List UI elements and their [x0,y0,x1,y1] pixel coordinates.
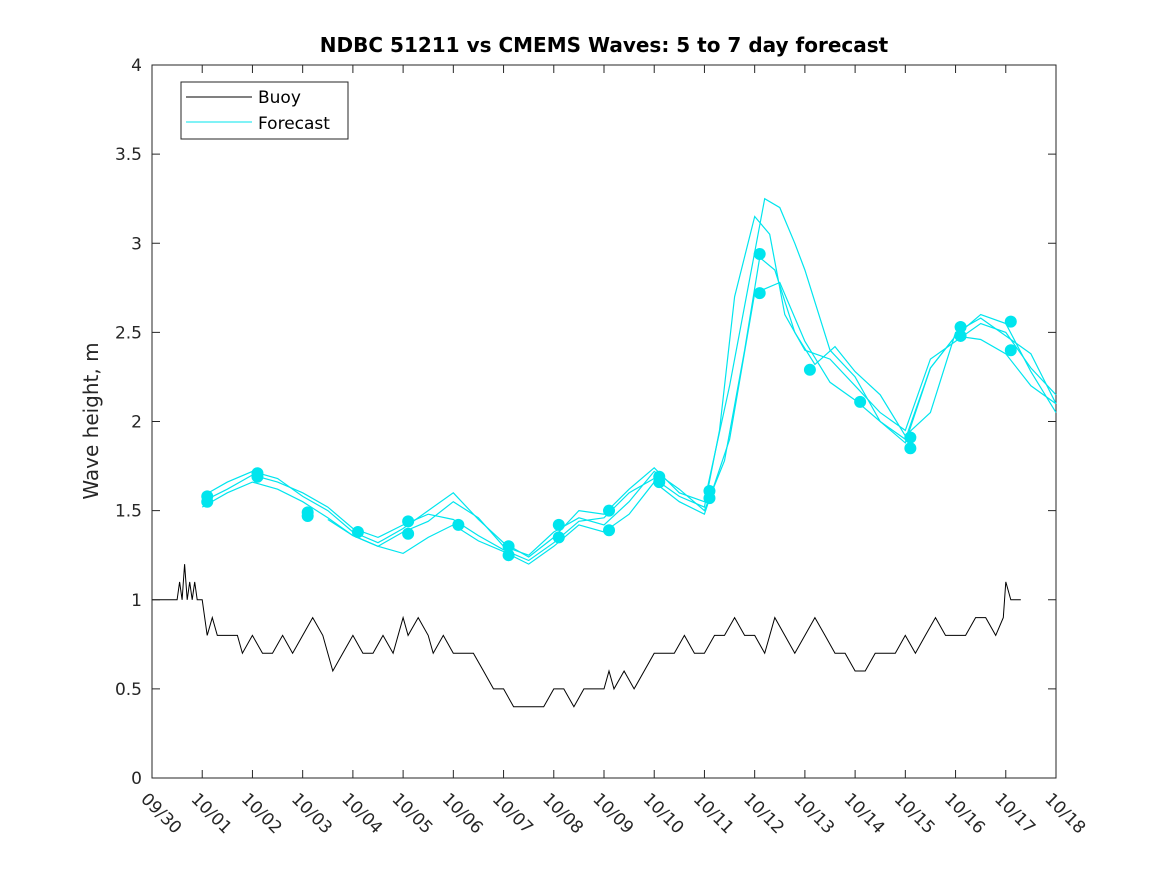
y-axis-label: Wave height, m [79,342,103,499]
legend-forecast-label: Forecast [258,114,330,134]
forecast-marker [954,321,967,334]
forecast-marker [703,492,716,505]
forecast-marker [502,540,515,553]
forecast-marker [753,287,766,300]
forecast-marker [904,442,917,455]
y-tick-label: 2 [131,413,142,433]
buoy-series-line [152,564,1021,708]
forecast-marker [502,549,515,562]
forecast-marker [603,504,616,517]
forecast-series-line-4 [327,281,1057,565]
forecast-marker [1004,344,1017,357]
y-tick-label: 2.5 [115,323,142,343]
plot-area [151,64,1057,779]
legend-box [180,81,349,140]
forecast-marker [201,495,214,508]
forecast-marker [603,524,616,537]
forecast-marker [452,518,465,531]
legend-buoy-label: Buoy [258,88,301,108]
forecast-marker [753,247,766,260]
forecast-marker [803,363,816,376]
y-tick-label: 3.5 [115,145,142,165]
forecast-marker [653,476,666,489]
forecast-marker [402,527,415,540]
y-tick-label: 4 [131,56,142,76]
legend: Buoy Forecast [180,81,349,140]
y-tick-label: 0 [131,769,142,789]
forecast-marker [552,531,565,544]
forecast-marker [351,526,364,539]
forecast-marker [251,470,264,483]
forecast-marker [552,518,565,531]
marker-layer [201,247,1017,562]
forecast-marker [301,509,314,522]
y-tick-label: 3 [131,234,142,254]
y-tick-label: 1.5 [115,502,142,522]
forecast-marker [954,329,967,342]
y-tick-label: 0.5 [115,680,142,700]
forecast-marker [854,395,867,408]
forecast-marker [1004,315,1017,328]
forecast-marker [402,515,415,528]
chart-title: NDBC 51211 vs CMEMS Waves: 5 to 7 day fo… [320,33,889,57]
y-tick-label: 1 [131,591,142,611]
forecast-marker [904,431,917,444]
